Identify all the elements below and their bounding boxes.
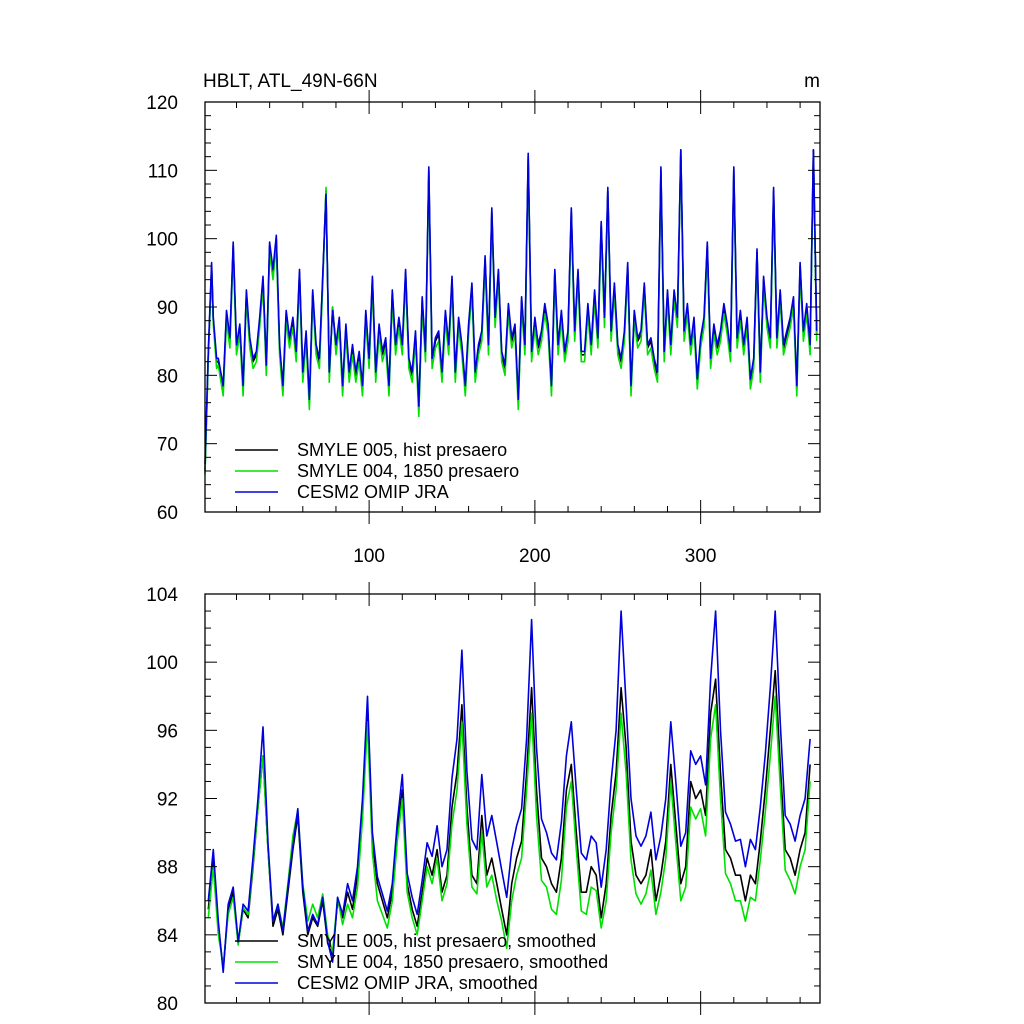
- series-line-3: [204, 149, 818, 465]
- panel-bottom: 80 84 88 92 96 100 104 SMYLE 005, hist presaero…: [146, 582, 821, 1015]
- y-tick-label: 100: [146, 653, 178, 674]
- y-tick-label: 120: [146, 93, 178, 114]
- y-tick-label: 84: [157, 926, 179, 947]
- y-tick-label: 92: [157, 790, 178, 811]
- y-tick-label: 90: [157, 298, 178, 319]
- y-tick-label: 96: [157, 721, 178, 742]
- series-line-1: [207, 669, 811, 970]
- y-tick-label: 70: [157, 435, 178, 456]
- series-line-3: [207, 610, 811, 974]
- legend-label: SMYLE 005, hist presaero, smoothed: [297, 931, 596, 951]
- series-line-2: [204, 155, 818, 475]
- legend-label: CESM2 OMIP JRA, smoothed: [297, 973, 538, 993]
- y-tick-label: 100: [146, 230, 178, 251]
- y-tick-label: 104: [146, 585, 178, 606]
- legend-label: SMYLE 004, 1850 presaero, smoothed: [297, 952, 608, 972]
- y-tick-label: 80: [157, 366, 178, 387]
- y-tick-label: 88: [157, 858, 178, 879]
- legend-label: SMYLE 005, hist presaero: [297, 440, 507, 460]
- chart-title: HBLT, ATL_49N-66N: [203, 71, 378, 92]
- x-tick-label: 200: [519, 546, 551, 567]
- units-label: m: [804, 71, 820, 92]
- panel-top: HBLT, ATL_49N-66N m 60 70 80 90 100 110 120 100…: [146, 71, 821, 567]
- y-tick-label: 80: [157, 994, 178, 1015]
- x-tick-label: 300: [685, 546, 717, 567]
- x-tick-label: 100: [353, 546, 385, 567]
- legend-label: SMYLE 004, 1850 presaero: [297, 461, 519, 481]
- series-line-2: [207, 695, 811, 967]
- y-tick-label: 60: [157, 503, 178, 524]
- y-tick-label: 110: [148, 161, 178, 182]
- legend-label: CESM2 OMIP JRA: [297, 482, 449, 502]
